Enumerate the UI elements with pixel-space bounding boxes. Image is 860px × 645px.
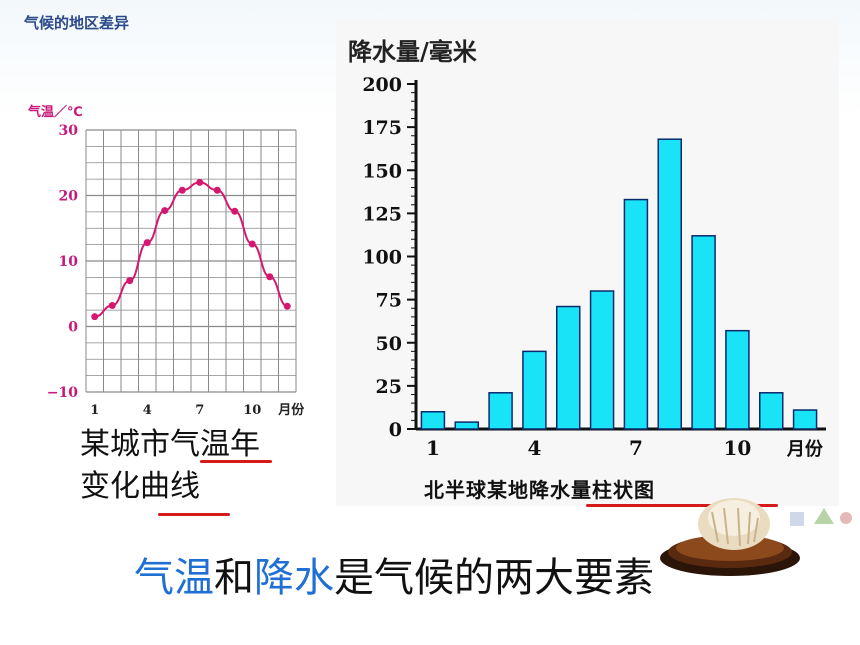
rain-xtick-label: 10 — [723, 436, 751, 460]
temp-ytick-label: 20 — [59, 189, 79, 205]
rain-ytick-label: 100 — [362, 247, 402, 269]
temperature-caption-line-2: 变化曲线 — [80, 469, 200, 504]
summary-word-temperature: 气温 — [134, 555, 214, 601]
rain-bar — [589, 290, 615, 430]
rain-xtick-label: 7 — [629, 436, 643, 460]
rain-bar — [657, 138, 683, 430]
temp-xtick-label: 10 — [243, 403, 261, 418]
decoration-icon — [790, 508, 852, 526]
rain-bar — [555, 305, 581, 430]
rain-bar — [488, 392, 513, 430]
rain-bar — [725, 329, 750, 430]
rain-bar — [691, 235, 716, 430]
rain-ytick-label: 25 — [376, 376, 402, 398]
bowl-image — [660, 498, 800, 576]
rain-xtick-label: 1 — [426, 436, 440, 460]
temp-data-point — [126, 277, 134, 285]
precipitation-chart: 0 25 50 75 100 125 150 175 200 1 4 7 10 月份 — [362, 74, 826, 460]
rain-ytick-label: 200 — [362, 74, 402, 96]
temp-ytick-label: 30 — [59, 123, 79, 139]
rain-ytick-label: 150 — [362, 160, 402, 182]
rain-ytick-label: 75 — [376, 290, 402, 312]
precipitation-chart-title: 北半球某地降水量柱状图 — [424, 478, 655, 502]
temperature-chart-caption: 某城市气温年 变化曲线 — [80, 424, 320, 508]
rain-bar — [758, 392, 784, 430]
rain-xtick-label: 4 — [527, 436, 541, 460]
temp-data-point — [283, 302, 291, 310]
rain-bar — [420, 411, 446, 430]
caption-underline-curve — [158, 513, 230, 516]
rain-ytick-label: 125 — [362, 203, 402, 225]
rain-bar — [454, 421, 480, 430]
temp-data-point — [161, 207, 169, 215]
rain-bar — [623, 198, 649, 430]
temp-xaxis-unit: 月份 — [277, 402, 305, 418]
summary-rest: 是气候的两大要素 — [334, 555, 654, 601]
rain-bar — [792, 409, 818, 430]
temp-data-point — [231, 207, 239, 215]
temperature-caption-line-1: 某城市气温年 — [80, 427, 260, 462]
precipitation-panel: 降水量/毫米 0 25 50 75 100 125 150 175 200 1 4 7 10 月份 北半球… — [336, 18, 839, 507]
temp-data-point — [143, 239, 151, 247]
temp-xtick-label: 1 — [90, 403, 99, 418]
temp-data-point — [248, 240, 256, 248]
precipitation-axis-label: 降水量/毫米 — [348, 37, 477, 66]
temp-data-point — [91, 313, 99, 321]
temp-ytick-label: 10 — [59, 254, 79, 270]
temp-data-point — [178, 186, 186, 194]
rain-bar — [522, 350, 547, 430]
temp-data-point — [213, 186, 221, 194]
temp-ytick-label: 0 — [68, 320, 78, 336]
caption-underline-temperature — [200, 460, 272, 463]
temp-xtick-label: 4 — [143, 403, 152, 418]
rain-xaxis-unit: 月份 — [786, 438, 824, 460]
temperature-axis-label: 气温／℃ — [28, 105, 83, 120]
rain-ytick-label: 50 — [376, 333, 402, 355]
temp-xtick-label: 7 — [195, 403, 204, 418]
temp-data-point — [108, 302, 116, 310]
summary-word-and: 和 — [214, 555, 254, 601]
rain-ytick-label: 175 — [362, 117, 402, 139]
precipitation-title-underline — [586, 504, 778, 507]
temp-data-point — [266, 273, 274, 281]
temp-ytick-label: −10 — [47, 385, 78, 401]
rain-ytick-label: 0 — [389, 419, 402, 441]
temp-data-point — [196, 178, 204, 186]
summary-sentence: 气温和降水是气候的两大要素 — [134, 545, 654, 603]
page-title: 气候的地区差异 — [24, 14, 130, 32]
temperature-chart: 30 20 10 0 −10 1 4 7 10 月份 — [47, 123, 305, 418]
summary-word-precipitation: 降水 — [254, 555, 334, 601]
